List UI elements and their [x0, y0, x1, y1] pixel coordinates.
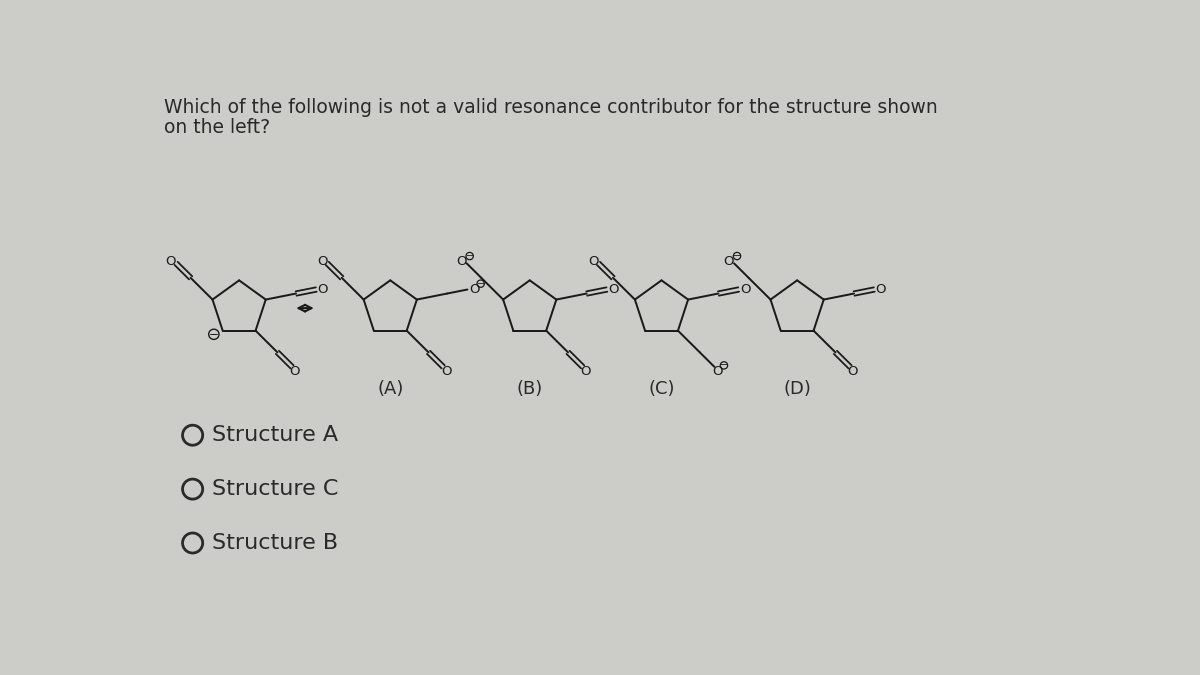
- Text: O: O: [166, 254, 176, 268]
- Text: (D): (D): [784, 380, 811, 398]
- Text: on the left?: on the left?: [164, 118, 270, 137]
- Text: O: O: [317, 254, 328, 268]
- Text: O: O: [608, 283, 619, 296]
- Text: (C): (C): [648, 380, 674, 398]
- Text: O: O: [289, 364, 300, 378]
- Text: Structure C: Structure C: [212, 479, 338, 499]
- Text: O: O: [581, 364, 590, 378]
- Text: O: O: [588, 254, 599, 268]
- Text: Structure A: Structure A: [212, 425, 338, 446]
- Text: (A): (A): [377, 380, 403, 398]
- Text: O: O: [847, 364, 858, 378]
- Text: O: O: [724, 254, 734, 268]
- Text: O: O: [318, 283, 328, 296]
- Text: O: O: [740, 283, 750, 296]
- Text: −: −: [720, 360, 728, 371]
- Text: O: O: [469, 283, 479, 296]
- Text: (B): (B): [517, 380, 542, 398]
- Text: −: −: [733, 251, 742, 261]
- Text: O: O: [712, 364, 722, 378]
- Text: −: −: [209, 328, 218, 341]
- Text: Structure B: Structure B: [212, 533, 338, 553]
- Text: O: O: [440, 364, 451, 378]
- Text: −: −: [476, 279, 485, 289]
- Text: O: O: [876, 283, 886, 296]
- Text: Which of the following is not a valid resonance contributor for the structure sh: Which of the following is not a valid re…: [164, 98, 937, 117]
- Text: O: O: [456, 254, 467, 268]
- Text: −: −: [466, 251, 474, 261]
